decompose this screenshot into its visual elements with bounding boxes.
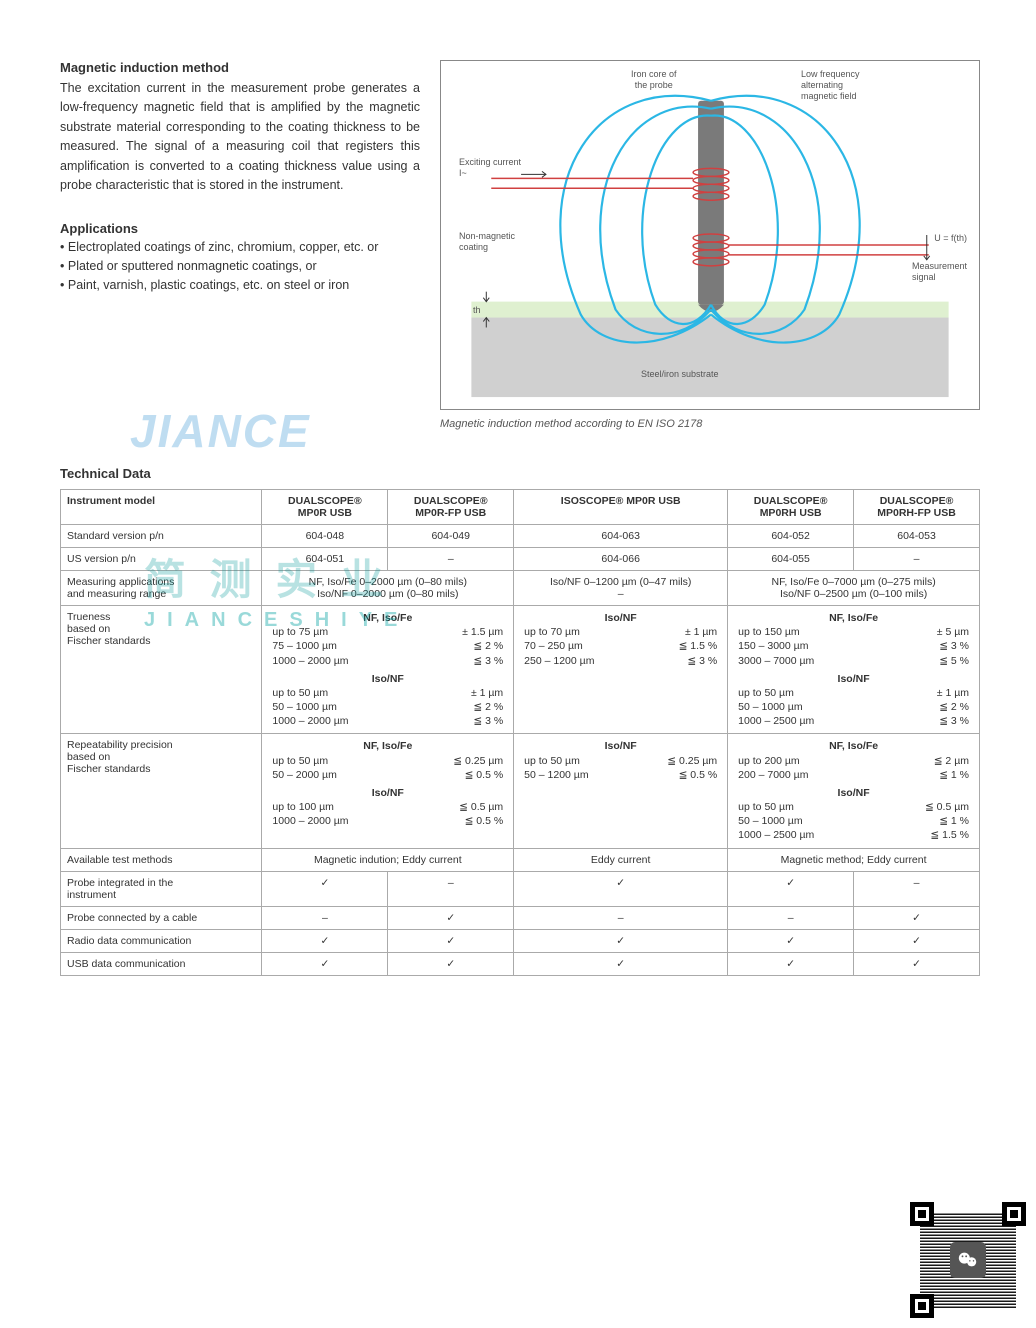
induction-diagram: Iron core ofthe probe Low frequencyalter… (440, 60, 980, 410)
list-item: Electroplated coatings of zinc, chromium… (60, 238, 420, 257)
list-item: Paint, varnish, plastic coatings, etc. o… (60, 276, 420, 295)
table-row: Truenessbased onFischer standards NF, Is… (61, 606, 980, 734)
table-row: Measuring applicationsand measuring rang… (61, 571, 980, 606)
table-row: USB data communication ✓✓ ✓✓✓ (61, 952, 980, 975)
method-description: The excitation current in the measuremen… (60, 79, 420, 195)
table-row: Available test methods Magnetic indution… (61, 848, 980, 871)
list-item: Plated or sputtered nonmagnetic coatings… (60, 257, 420, 276)
applications-list: Electroplated coatings of zinc, chromium… (60, 238, 420, 294)
table-row: Probe connected by a cable –✓ ––✓ (61, 906, 980, 929)
section-heading-applications: Applications (60, 221, 420, 236)
table-row: Standard version p/n 604-048604-049 604-… (61, 525, 980, 548)
diagram-label: Iron core ofthe probe (631, 69, 677, 91)
diagram-label: Measurementsignal (912, 261, 967, 283)
section-heading-technical: Technical Data (60, 466, 980, 481)
diagram-label: Steel/iron substrate (641, 369, 719, 380)
diagram-label: th (473, 305, 481, 316)
diagram-label: Low frequencyalternatingmagnetic field (801, 69, 860, 101)
wechat-icon (950, 1242, 986, 1278)
diagram-caption: Magnetic induction method according to E… (440, 418, 980, 430)
qr-code[interactable] (908, 1200, 1028, 1320)
technical-data-table: Instrument model DUALSCOPE®MP0R USB DUAL… (60, 489, 980, 976)
section-heading-method: Magnetic induction method (60, 60, 420, 75)
table-row: Probe integrated in theinstrument ✓– ✓✓– (61, 871, 980, 906)
diagram-label: Exciting currentI~ (459, 157, 521, 179)
diagram-label: U = f(th) (934, 233, 967, 244)
table-row: Radio data communication ✓✓ ✓✓✓ (61, 929, 980, 952)
table-row: US version p/n 604-051– 604-066604-055– (61, 548, 980, 571)
table-row: Instrument model DUALSCOPE®MP0R USB DUAL… (61, 490, 980, 525)
table-row: Repeatability precisionbased onFischer s… (61, 734, 980, 848)
diagram-label: Non-magneticcoating (459, 231, 515, 253)
